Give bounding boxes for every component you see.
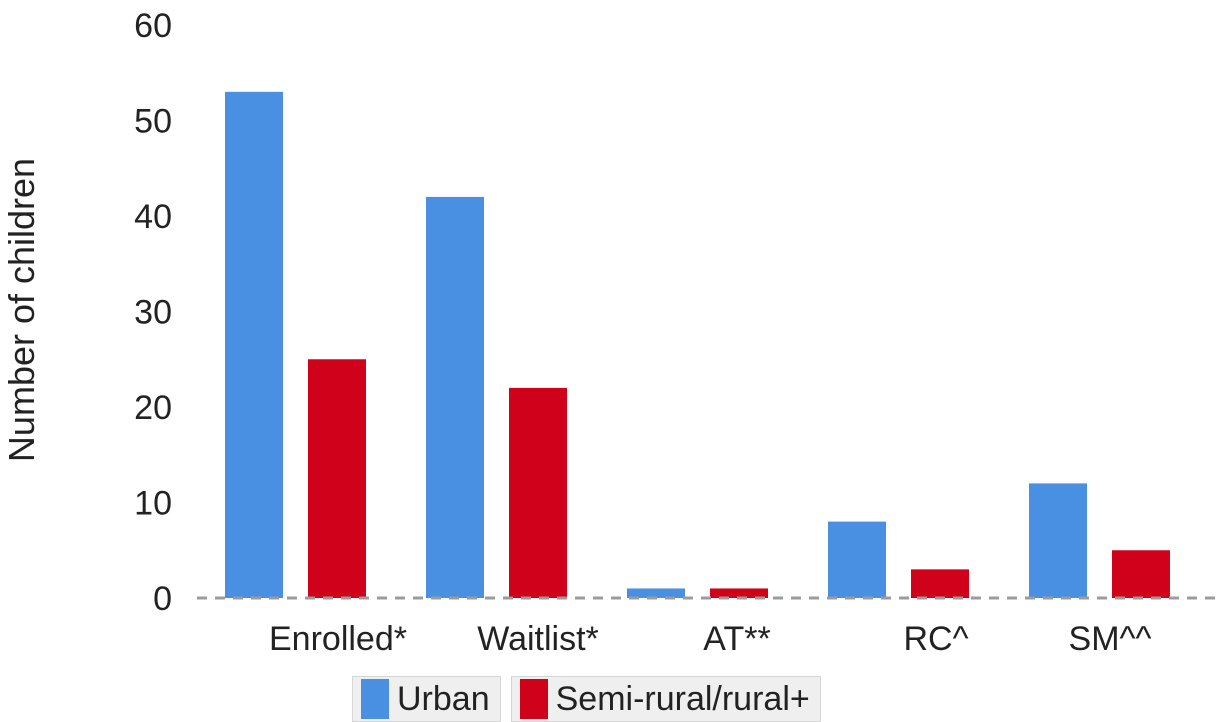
bar-urban[interactable] — [225, 91, 283, 598]
x-category-label: SM^^ — [1069, 620, 1152, 658]
bar-urban[interactable] — [828, 521, 886, 598]
y-tick-label: 30 — [134, 294, 172, 332]
legend-item-urban[interactable]: Urban — [352, 676, 501, 722]
bar-semi-rural[interactable] — [308, 359, 366, 598]
legend-label-semi-rural: Semi-rural/rural+ — [555, 679, 810, 718]
x-axis-categories: Enrolled* Waitlist* AT** RC^ SM^^ — [269, 620, 1151, 658]
bar-semi-rural[interactable] — [1112, 550, 1170, 598]
bar-semi-rural[interactable] — [509, 387, 567, 598]
bar-semi-rural[interactable] — [911, 569, 969, 598]
x-category-label: RC^ — [903, 620, 968, 658]
legend: Urban Semi-rural/rural+ — [352, 676, 821, 722]
y-tick-label: 40 — [134, 198, 172, 236]
bar-urban[interactable] — [426, 196, 484, 598]
y-tick-label: 60 — [134, 7, 172, 45]
legend-swatch-semi-rural — [519, 679, 548, 719]
y-tick-label: 10 — [134, 485, 172, 523]
bars — [225, 91, 1170, 598]
bar-urban[interactable] — [1029, 483, 1087, 598]
bar-semi-rural[interactable] — [710, 588, 768, 598]
x-category-label: AT** — [703, 620, 770, 658]
y-axis-label: Number of children — [1, 158, 42, 462]
y-axis-ticks: 0 10 20 30 40 50 60 — [134, 7, 172, 618]
x-category-label: Enrolled* — [269, 620, 407, 658]
legend-swatch-urban — [361, 679, 389, 719]
legend-label-urban: Urban — [397, 679, 490, 718]
x-category-label: Waitlist* — [477, 620, 599, 658]
bar-urban[interactable] — [627, 588, 685, 598]
y-tick-label: 0 — [153, 580, 172, 618]
legend-item-semi-rural[interactable]: Semi-rural/rural+ — [510, 676, 821, 722]
y-tick-label: 50 — [134, 103, 172, 141]
y-tick-label: 20 — [134, 389, 172, 427]
